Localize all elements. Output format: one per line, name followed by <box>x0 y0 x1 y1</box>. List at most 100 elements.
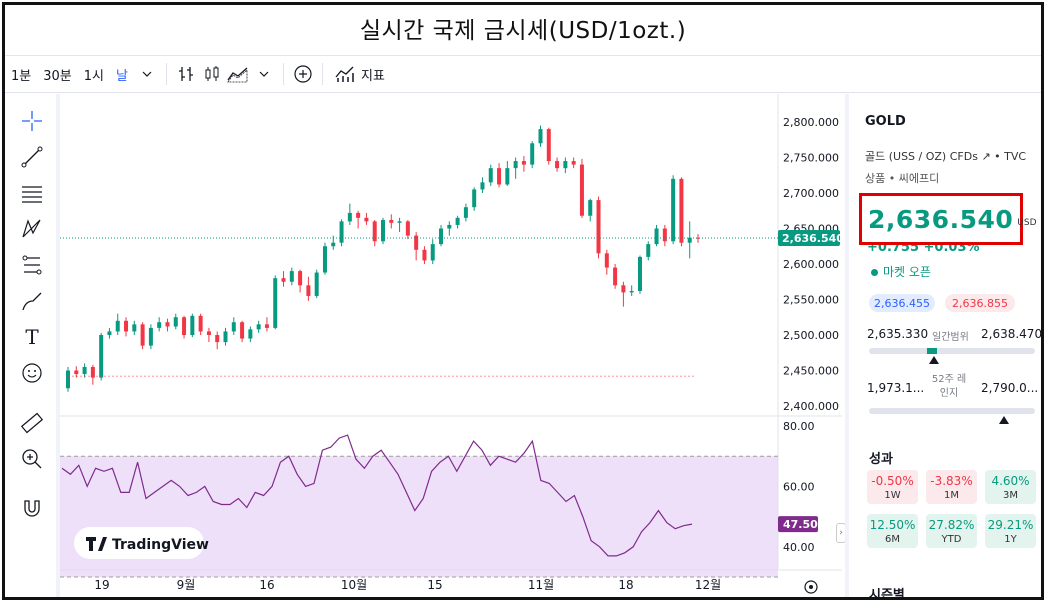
trend-line-icon[interactable] <box>17 142 47 172</box>
chevron-down-icon[interactable] <box>251 60 277 88</box>
last-price: 2,636.540 <box>868 204 1014 234</box>
candle-body <box>339 221 344 243</box>
symbol-description[interactable]: 골드 (USS / OZ) CFDs <box>865 150 978 163</box>
drawing-toolbar: T <box>5 94 60 597</box>
performance-1w[interactable]: -0.50% 1W <box>867 470 918 504</box>
candle-body <box>190 315 195 335</box>
candle-body <box>82 366 87 375</box>
interval-30min[interactable]: 30분 <box>43 68 72 84</box>
candle-body <box>447 224 452 229</box>
fib-retracement-icon[interactable] <box>17 178 47 208</box>
symbol-description-row: 골드 (USS / OZ) CFDs ↗ • TVC <box>865 148 1026 164</box>
candle-body <box>182 317 187 335</box>
crosshair-icon[interactable] <box>17 106 47 136</box>
day-range-label: 일간범위 <box>932 332 969 343</box>
candle-body <box>480 182 485 190</box>
candle-body <box>430 244 435 261</box>
ruler-icon[interactable] <box>17 408 47 438</box>
candle-body <box>124 320 129 332</box>
tradingview-logo-icon <box>86 537 107 551</box>
market-status-label: 마켓 오픈 <box>883 265 931 279</box>
candle-body <box>347 212 352 222</box>
ask-price: 2,636.855 <box>945 294 1015 312</box>
candles-icon[interactable] <box>199 60 225 88</box>
performance-6m[interactable]: 12.50% 6M <box>867 514 918 548</box>
candle-body <box>389 219 394 223</box>
prediction-icon[interactable] <box>17 250 47 280</box>
candle-body <box>671 178 676 242</box>
candle-body <box>687 237 692 243</box>
pattern-icon[interactable] <box>17 214 47 244</box>
candle-body <box>505 168 510 185</box>
rsi-line <box>61 434 693 557</box>
zoom-in-icon[interactable] <box>17 444 47 474</box>
candle-body <box>579 164 584 216</box>
bar-chart-icon[interactable] <box>173 60 199 88</box>
candle-body <box>298 271 303 286</box>
performance-ytd[interactable]: 27.82% YTD <box>926 514 977 548</box>
brush-icon[interactable] <box>17 286 47 316</box>
candle-body <box>281 278 286 282</box>
text-icon[interactable]: T <box>25 325 39 349</box>
add-compare-icon[interactable] <box>290 60 316 88</box>
day-range-bar <box>869 348 1035 354</box>
candle-body <box>306 285 311 296</box>
chevron-down-icon[interactable] <box>134 60 160 88</box>
candle-body <box>422 249 427 261</box>
magnet-icon[interactable] <box>17 494 47 524</box>
settings-gear-icon <box>804 580 818 594</box>
external-link-icon[interactable]: ↗ <box>981 150 991 163</box>
52wk-high: 2,790.0... <box>981 381 1039 395</box>
chart-svg[interactable]: 2,800.0002,750.0002,700.0002,650.0002,60… <box>60 94 844 600</box>
candle-body <box>588 200 593 216</box>
indicators-button[interactable]: 지표 <box>329 60 391 88</box>
candle-body <box>397 221 402 223</box>
area-chart-icon[interactable] <box>225 60 251 88</box>
performance-value: 12.50% <box>869 517 916 532</box>
candle-body <box>696 237 700 239</box>
price-currency: USD <box>1017 218 1037 228</box>
symbol-name: GOLD <box>865 114 906 129</box>
emoji-icon[interactable] <box>17 358 47 388</box>
candle-body <box>66 370 70 389</box>
time-tick-label: 19 <box>94 578 109 592</box>
performance-1y[interactable]: 29.21% 1Y <box>985 514 1036 548</box>
candle-body <box>206 331 211 335</box>
candle-body <box>248 329 253 339</box>
candle-body <box>148 327 153 346</box>
performance-value: -0.50% <box>871 473 914 488</box>
settings-gear-center <box>809 585 813 589</box>
watermark-badge <box>74 527 204 559</box>
time-tick-label: 16 <box>259 578 274 592</box>
interval-1hour[interactable]: 1시 <box>83 68 104 84</box>
time-tick-label: 9월 <box>177 578 196 592</box>
candle-body <box>90 366 95 378</box>
current-price-tag <box>778 230 840 247</box>
toolbar-divider <box>165 63 167 85</box>
time-tick-label: 15 <box>427 578 442 592</box>
candle-body <box>662 228 667 242</box>
candle-body <box>488 168 493 183</box>
performance-value: 27.82% <box>928 517 975 532</box>
52wk-low: 1,973.1... <box>867 381 925 395</box>
candle-body <box>132 324 137 332</box>
indicators-label: 지표 <box>360 68 385 84</box>
candle-body <box>107 331 112 335</box>
performance-3m[interactable]: 4.60% 3M <box>985 470 1036 504</box>
day-high: 2,638.470 <box>981 327 1043 341</box>
candle-body <box>679 178 684 243</box>
candle-body <box>455 217 460 225</box>
performance-1m[interactable]: -3.83% 1M <box>926 470 977 504</box>
candle-body <box>198 315 203 332</box>
candle-body <box>538 129 543 144</box>
candle-body <box>629 290 634 293</box>
price-chart[interactable]: 2,800.000 2,750.000 2,700.000 2,650.000 2,60… <box>60 94 844 600</box>
toolbar-divider <box>321 63 323 85</box>
candle-body <box>596 200 601 254</box>
candle-body <box>256 324 261 330</box>
watermark-text: TradingView <box>112 537 209 553</box>
seasonal-title: 시즌별 <box>869 588 905 600</box>
interval-1min[interactable]: 1분 <box>11 68 32 84</box>
interval-day[interactable]: 날 <box>115 68 128 84</box>
candle-body <box>115 320 120 332</box>
